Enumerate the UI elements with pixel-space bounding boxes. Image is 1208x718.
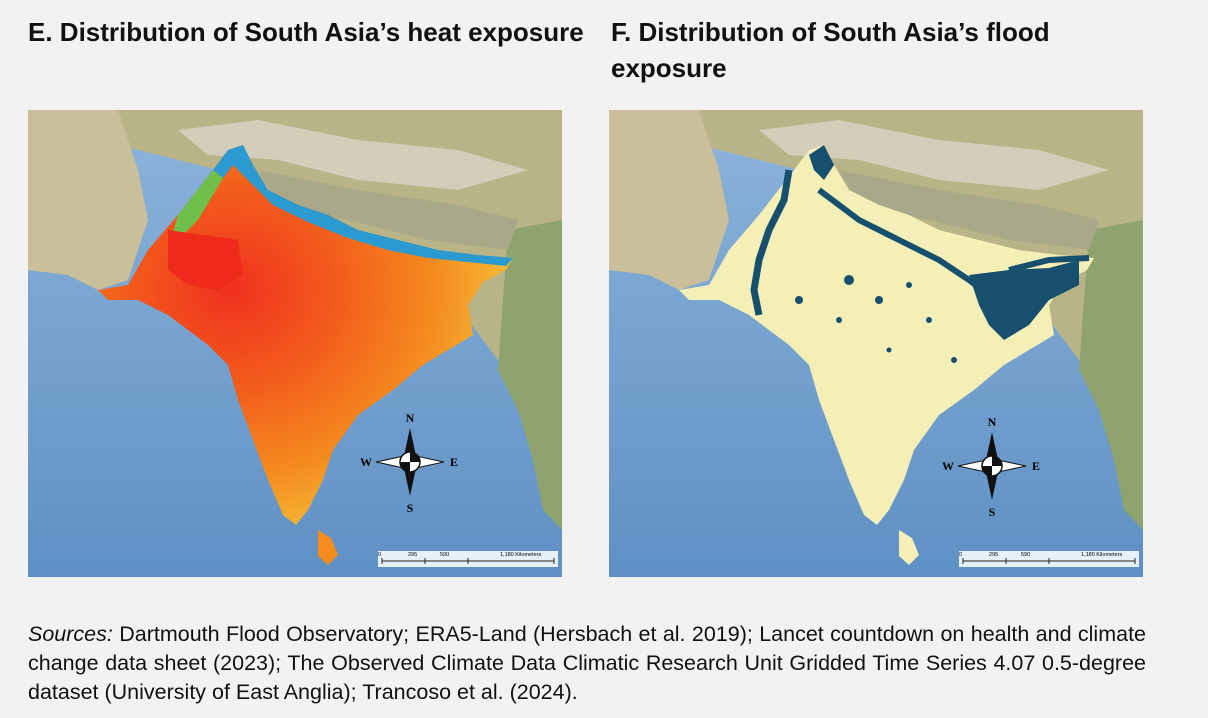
compass-s: S: [989, 505, 996, 519]
compass-s: S: [407, 501, 414, 515]
compass-n: N: [988, 415, 997, 429]
sri-lanka-land: [899, 530, 919, 565]
northwest-water: [809, 145, 834, 180]
scale-tick: 295: [408, 552, 417, 558]
west-land: [28, 110, 148, 290]
scale-tick: 0: [959, 552, 962, 558]
scale-tick: 1,180 Kilometers: [500, 552, 542, 558]
sources-note: Sources: Dartmouth Flood Observatory; ER…: [28, 620, 1146, 707]
scale-bar: 0 295 590 1,180 Kilometers: [378, 551, 558, 567]
compass-n: N: [406, 411, 415, 425]
tibet-land: [258, 170, 518, 250]
flood-land-region: [679, 145, 1094, 525]
himalaya-snow: [178, 120, 528, 190]
east-land: [498, 220, 562, 530]
compass-rose: N S W E: [942, 415, 1040, 519]
surrounding-land: [28, 110, 562, 440]
surrounding-land: [609, 110, 1143, 440]
scale-tick: 590: [1021, 552, 1030, 558]
heat-exposure-map: N S W E 0 295 590 1,180 Kilometers: [28, 110, 562, 577]
compass-w: W: [360, 455, 372, 469]
sources-text: Dartmouth Flood Observatory; ERA5-Land (…: [28, 622, 1146, 704]
scattered-water: [795, 275, 957, 363]
heat-panel-title: E. Distribution of South Asia’s heat exp…: [28, 17, 584, 47]
east-land: [1079, 220, 1143, 530]
indus-floodplain: [750, 169, 793, 316]
scale-tick: 0: [378, 552, 381, 558]
flood-exposure-map: N S W E 0 295 590 1,180 Kilometers: [609, 110, 1143, 577]
bengal-delta: [969, 260, 1079, 340]
compass-rose: N S W E: [360, 411, 458, 515]
scale-tick: 1,180 Kilometers: [1081, 552, 1123, 558]
heat-cool-fringe: [213, 145, 513, 266]
compass-e: E: [450, 455, 458, 469]
sources-label: Sources:: [28, 622, 113, 646]
scale-tick: 295: [989, 552, 998, 558]
himalaya-snow: [759, 120, 1109, 190]
tibet-land: [839, 170, 1099, 250]
heat-hotspot-desert: [168, 230, 243, 290]
sri-lanka-heat: [318, 530, 338, 565]
scale-tick: 590: [440, 552, 449, 558]
west-land: [609, 110, 729, 290]
scale-bar: 0 295 590 1,180 Kilometers: [959, 551, 1139, 567]
compass-w: W: [942, 459, 954, 473]
brahmaputra: [1008, 255, 1090, 273]
compass-e: E: [1032, 459, 1040, 473]
flood-panel-title: F. Distribution of South Asia’s flood ex…: [611, 17, 1050, 83]
heat-green-fringe: [168, 170, 223, 250]
